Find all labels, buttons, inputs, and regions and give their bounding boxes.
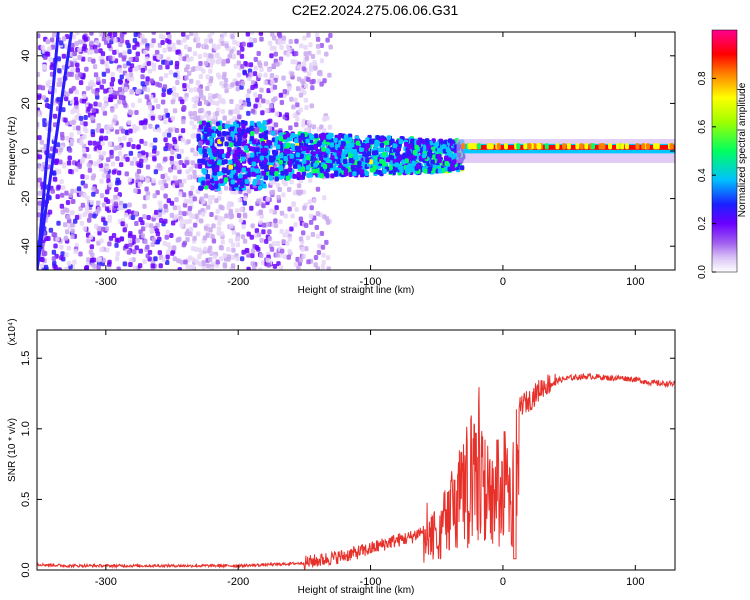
snr-x-ticks: -300 -200 -100 0 100 (95, 330, 644, 588)
snr-y-tick-label: 1.5 (20, 351, 32, 366)
snr-x-label: Height of straight line (km) (298, 585, 415, 596)
snr-y-tick-label: 1.0 (20, 421, 32, 436)
snr-y-label: SNR (10 * v/v) (7, 418, 18, 482)
spectrogram-heatmap (37, 32, 675, 270)
spectrogram-y-label: Frequency (Hz) (7, 117, 18, 186)
snr-frame (36, 329, 676, 571)
spectrogram-y-tick-label: 0 (20, 148, 32, 154)
colorbar-tick-label: 0.0 (697, 265, 708, 279)
spectrogram-x-tick-label: 0 (500, 276, 506, 288)
colorbar-gradient (711, 29, 738, 273)
snr-x-tick-label: -100 (360, 576, 382, 588)
chart-title: C2E2.2024.275.06.06.G31 (292, 2, 459, 18)
colorbar-ticks: 0.0 0.2 0.4 0.6 0.8 (697, 71, 716, 279)
colorbar-tick-label: 0.8 (697, 71, 708, 85)
snr-x-tick-label: -200 (227, 576, 249, 588)
snr-y-tick-label: 0.0 (20, 562, 32, 577)
colorbar: 0.0 0.2 0.4 0.6 0.8 Normalized spectral ampl… (697, 29, 748, 279)
colorbar-tick-label: 0.4 (697, 168, 708, 182)
spectrogram-y-tick-label: -40 (20, 238, 32, 254)
snr-x-tick-label: -300 (95, 576, 117, 588)
colorbar-tick-label: 0.2 (697, 216, 708, 230)
snr-y-ticks: 0.0 0.5 1.0 1.5 (20, 351, 675, 578)
spectrogram-x-tick-label: -200 (227, 276, 249, 288)
snr-x-tick-label: 0 (500, 576, 506, 588)
snr-panel: -300 -200 -100 0 100 0.0 0.5 1.0 1.5 Height of … (7, 318, 676, 596)
snr-y-scale-label: (x10⁴) (7, 318, 18, 345)
spectrogram-y-tick-label: -20 (20, 191, 32, 207)
snr-x-tick-label: 100 (626, 576, 644, 588)
spectrogram-y-tick-label: 40 (20, 50, 32, 62)
spectrogram-x-ticks: -300 -200 -100 0 100 (95, 32, 644, 288)
snr-series-line (37, 372, 675, 570)
colorbar-tick-label: 0.6 (697, 119, 708, 133)
spectrogram-x-tick-label: 100 (626, 276, 644, 288)
colorbar-label: Normalized spectral amplitude (737, 82, 748, 217)
spectrogram-x-tick-label: -300 (95, 276, 117, 288)
spectrogram-x-label: Height of straight line (km) (298, 285, 415, 296)
spectrogram-x-tick-label: -100 (360, 276, 382, 288)
snr-y-tick-label: 0.5 (20, 492, 32, 507)
spectrogram-y-tick-label: 20 (20, 97, 32, 109)
spectrogram-y-ticks: -40 -20 0 20 40 (20, 50, 675, 254)
